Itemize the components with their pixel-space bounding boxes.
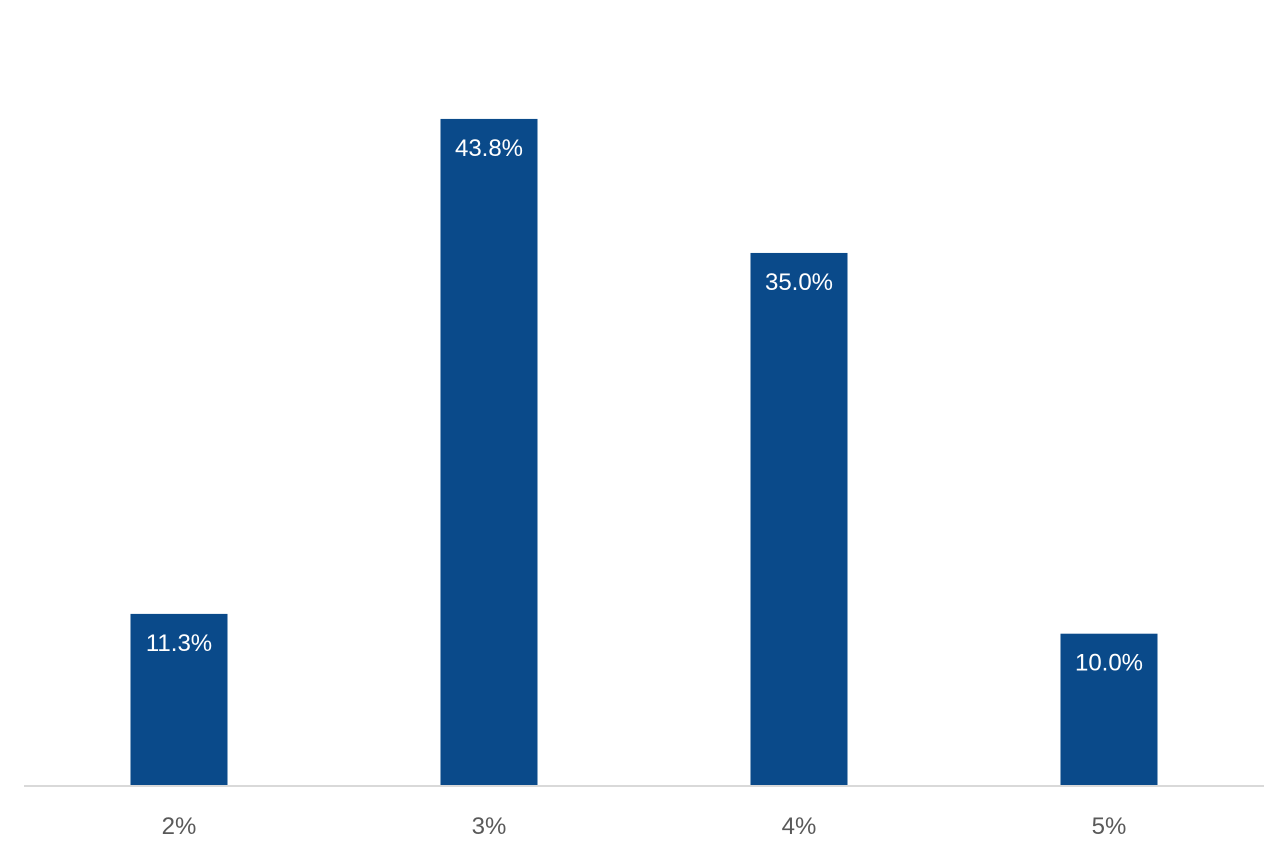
data-labels-layer: 11.3% 43.8% 35.0% 10.0% xyxy=(146,135,1143,677)
data-label-1: 43.8% xyxy=(455,135,523,162)
bar-2 xyxy=(750,252,848,786)
x-tick-label-3: 5% xyxy=(1092,813,1127,840)
bar-1 xyxy=(440,118,538,786)
bars-layer xyxy=(130,118,1158,786)
x-tick-label-1: 3% xyxy=(472,813,507,840)
x-tick-labels-layer: 2% 3% 4% 5% xyxy=(162,813,1127,840)
data-label-3: 10.0% xyxy=(1075,650,1143,677)
bar-0 xyxy=(130,613,228,786)
x-tick-label-2: 4% xyxy=(782,813,817,840)
data-label-2: 35.0% xyxy=(765,269,833,296)
data-label-0: 11.3% xyxy=(146,630,212,657)
x-tick-label-0: 2% xyxy=(162,813,197,840)
bar-3 xyxy=(1060,633,1158,786)
